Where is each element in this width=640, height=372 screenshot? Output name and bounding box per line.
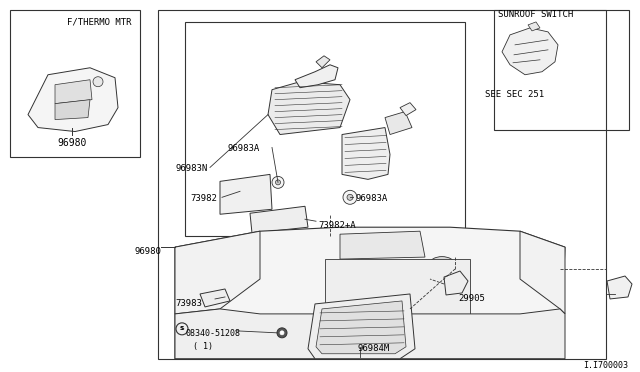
Text: 96980: 96980 (134, 247, 161, 256)
Polygon shape (607, 276, 632, 299)
Text: SUNROOF SWITCH: SUNROOF SWITCH (498, 10, 573, 19)
Polygon shape (502, 28, 558, 75)
Polygon shape (220, 174, 272, 214)
Polygon shape (55, 100, 90, 119)
Text: S: S (180, 326, 184, 331)
Polygon shape (295, 65, 338, 88)
Polygon shape (342, 128, 390, 179)
Polygon shape (175, 227, 565, 359)
Circle shape (280, 331, 284, 335)
Circle shape (277, 328, 287, 338)
Text: 96983A: 96983A (228, 144, 260, 154)
Polygon shape (520, 231, 565, 314)
Polygon shape (340, 231, 425, 259)
Circle shape (93, 77, 103, 87)
Ellipse shape (429, 257, 454, 272)
Polygon shape (200, 289, 230, 307)
Text: 73982: 73982 (190, 194, 217, 203)
Polygon shape (28, 68, 118, 132)
Polygon shape (528, 22, 540, 31)
Polygon shape (385, 112, 412, 135)
Text: SEE SEC 251: SEE SEC 251 (485, 90, 545, 99)
Polygon shape (308, 294, 415, 359)
Bar (325, 259, 470, 314)
Polygon shape (55, 80, 92, 104)
Ellipse shape (367, 262, 397, 280)
Polygon shape (250, 206, 308, 233)
Polygon shape (316, 56, 330, 68)
Polygon shape (444, 271, 468, 295)
Text: 08340-51208: 08340-51208 (185, 329, 240, 338)
Text: I.I700003: I.I700003 (583, 361, 628, 370)
Polygon shape (400, 103, 416, 116)
Polygon shape (175, 231, 260, 314)
Text: 96980: 96980 (58, 138, 86, 148)
Text: ( 1): ( 1) (193, 342, 213, 351)
Bar (494, 10, 629, 129)
Polygon shape (268, 82, 350, 135)
Circle shape (275, 180, 280, 185)
Polygon shape (316, 301, 406, 354)
Text: 96983N: 96983N (175, 164, 207, 173)
Text: 73982+A: 73982+A (318, 221, 356, 230)
Bar (158, 10, 606, 359)
Bar (185, 22, 465, 236)
Text: 29905: 29905 (458, 294, 485, 303)
Bar (10, 10, 140, 157)
Circle shape (272, 176, 284, 188)
Polygon shape (175, 309, 565, 359)
Text: F/THERMO MTR: F/THERMO MTR (67, 18, 131, 27)
Text: S: S (180, 326, 184, 331)
Circle shape (343, 190, 357, 204)
Text: 96984M: 96984M (358, 344, 390, 353)
Text: 73983: 73983 (175, 299, 202, 308)
Text: 96983A: 96983A (355, 194, 387, 203)
Circle shape (347, 194, 353, 200)
